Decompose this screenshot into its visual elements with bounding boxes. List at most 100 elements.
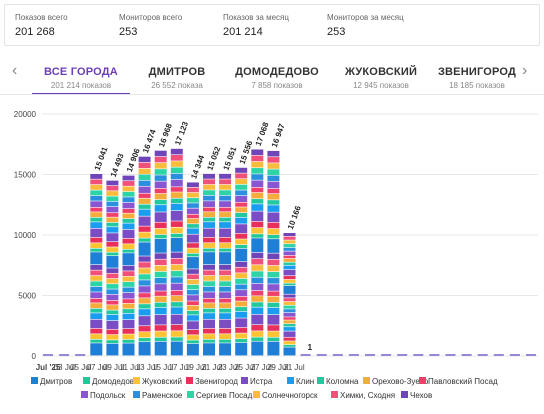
bar-segment [138,209,151,216]
tab-zvenigorod[interactable]: ЗВЕНИГОРОД 18 185 показов [428,56,516,95]
chevron-right-icon[interactable]: › [522,62,528,79]
bar-segment [235,267,248,273]
bar-segment [170,192,183,198]
bar-segment [154,331,167,337]
bar-segment [186,243,199,248]
bar-segment [170,210,183,221]
x-tick-label: 17 Jul [169,363,191,372]
bar-segment [90,228,103,238]
bar-segment [138,268,151,274]
bar-segment [267,291,280,296]
bar-segment [251,296,264,302]
bar-segment [267,239,280,253]
bar-segment [186,340,199,344]
bar-segment [283,305,296,309]
legend-item: Клин [296,377,314,386]
stat-value: 253 [119,26,138,38]
bar-segment [267,212,280,223]
x-tick-label: 29 Jul [267,363,289,372]
tab-subtitle: 7 858 показов [251,81,303,90]
y-tick-label: 0 [32,352,37,361]
bar-segment [219,270,232,276]
x-tick-label: 07 Jul [87,363,109,372]
bar-segment [251,252,264,259]
stat-month-impressions: Показов за месяц 201 214 [213,5,317,45]
bar-segment [203,264,215,270]
bar-segment [90,195,103,201]
bar-baseline-stub [332,354,343,356]
bar-segment [154,253,167,259]
bar-segment [90,339,103,343]
tab-title: ДОМОДЕДОВО [235,66,319,78]
bar-segment [90,343,103,356]
tab-domodedovo[interactable]: ДОМОДЕДОВО 7 858 показов [228,56,326,95]
bar-segment [267,253,280,260]
bar-segment [235,278,248,284]
tab-dmitrov[interactable]: ДМИТРОВ 26 552 показа [128,56,226,95]
bar-segment [283,317,296,320]
bar-segment [106,334,119,340]
bar-segment [170,271,183,277]
bar-segment [251,314,264,325]
bar-segment [203,292,215,299]
tab-zhukovsky[interactable]: ЖУКОВСКИЙ 12 945 показов [332,56,430,95]
bar-segment [251,271,264,277]
bar-segment [170,161,183,167]
stat-value: 201 214 [223,26,263,38]
bar-baseline-stub [526,354,536,356]
tab-subtitle: 12 945 показов [353,81,409,90]
legend-swatch [83,377,90,384]
bar-segment [106,284,119,289]
bar-segment [235,339,248,343]
tab-all-cities[interactable]: ВСЕ ГОРОДА 201 214 показов [32,56,130,95]
bar-segment [106,310,119,315]
bar-baseline-stub [429,354,440,356]
bar-segment [267,314,280,325]
bar-segment [170,324,183,331]
bar-segment [203,248,215,252]
bar-segment [251,258,264,265]
bar-segment [90,303,103,309]
bar-segment [170,341,183,356]
tab-subtitle: 18 185 показов [449,81,505,90]
bar-segment [154,163,167,169]
bar-segment [283,327,296,331]
legend-swatch [241,377,248,384]
bar-segment [267,296,280,303]
bar-segment [203,237,215,243]
bar-segment [219,252,232,265]
bar-segment [170,167,183,174]
bar-segment [138,156,151,163]
bar-segment [138,262,151,268]
bar-segment [251,174,264,180]
bar-segment [251,307,264,315]
bar-segment [203,308,215,313]
bar-segment [186,203,199,208]
bar-baseline-stub [300,354,311,356]
bar-segment [267,265,280,272]
bar-segment [154,238,167,253]
bar-segment [235,207,248,213]
bar-segment [251,238,264,253]
bar-segment [267,150,280,157]
bar-segment [106,289,119,295]
bar-segment [203,173,215,179]
bar-segment [186,290,199,295]
bar-value-label: 17 123 [173,120,190,147]
bar-segment [154,291,167,296]
bar-segment [170,264,183,271]
bar-segment [90,252,103,265]
bar-baseline-stub [59,354,70,356]
chevron-left-icon[interactable]: ‹ [12,62,18,79]
bar-segment [235,261,248,267]
bar-segment [219,201,232,207]
bar-segment [186,305,199,311]
bar-segment [170,295,183,302]
legend-swatch [81,391,88,398]
bar-segment [235,290,248,297]
x-tick-label: 31 Jul [283,363,305,372]
bar-baseline-stub [316,354,327,356]
y-tick-label: 10000 [14,231,37,240]
legend-swatch [419,377,426,384]
bar-segment [122,218,135,223]
